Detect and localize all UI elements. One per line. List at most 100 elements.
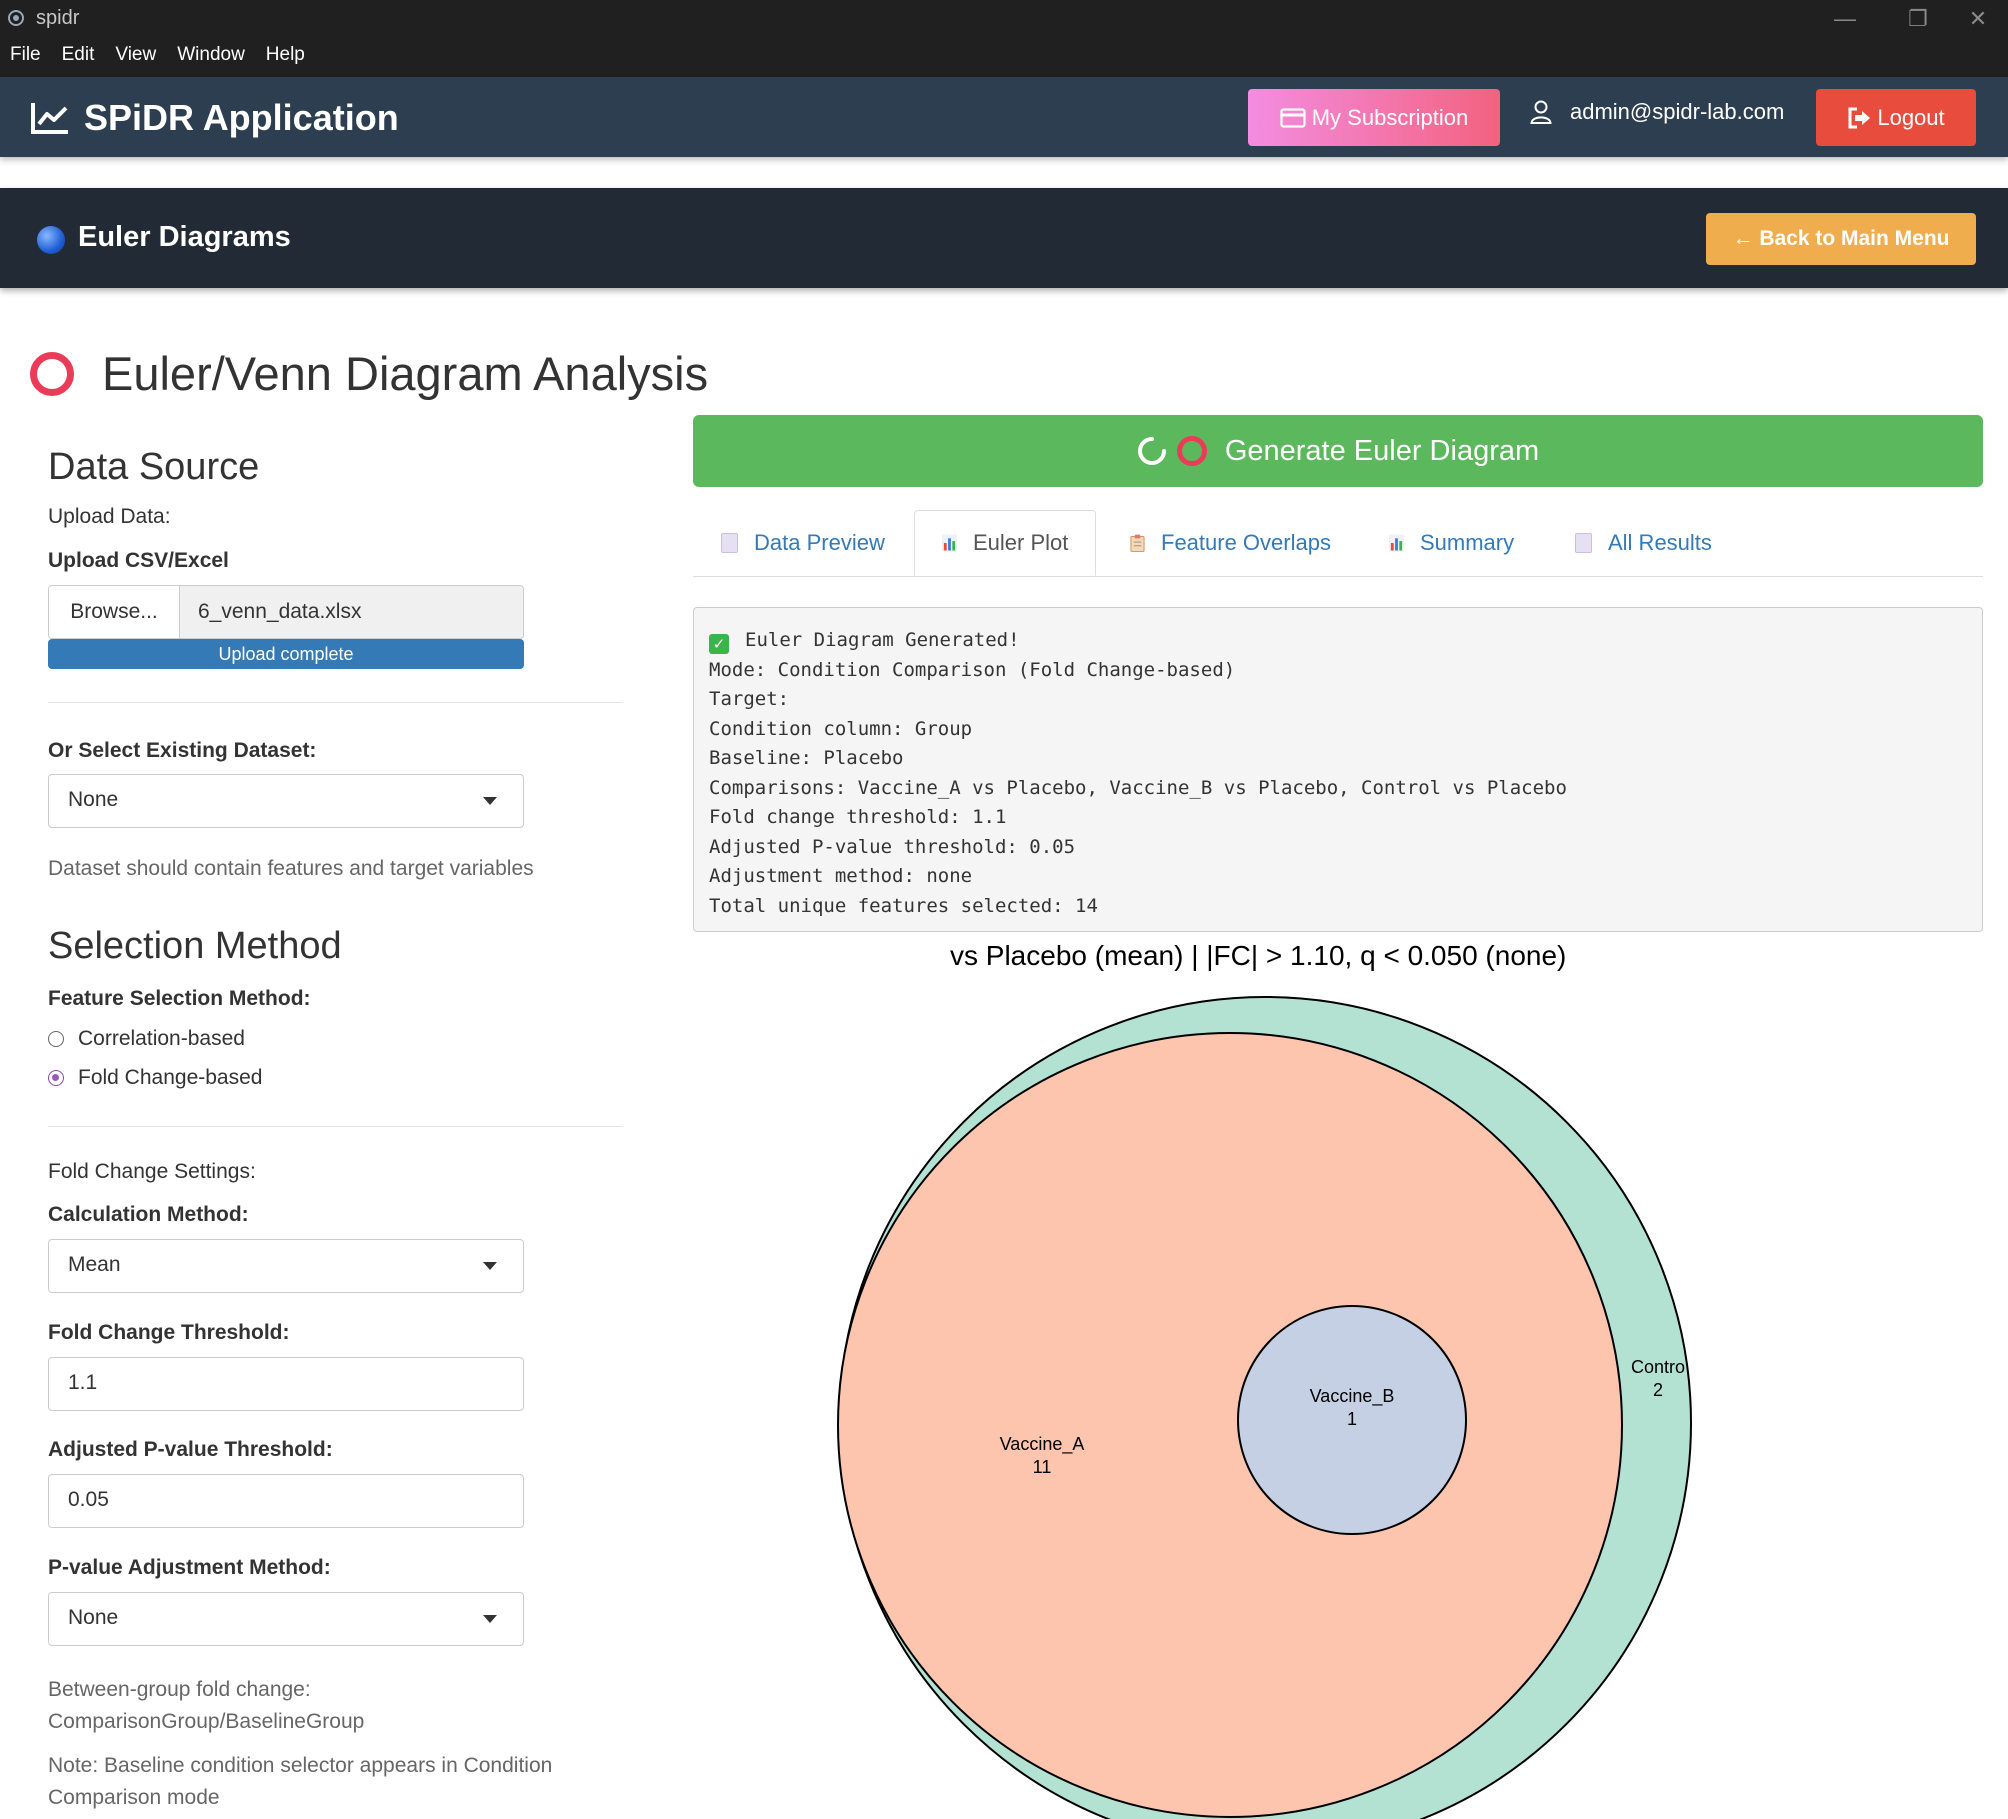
generate-euler-diagram-label: Generate Euler Diagram xyxy=(1224,434,1540,467)
fold-change-help-text: Between-group fold change: ComparisonGro… xyxy=(48,1674,364,1738)
radio-unchecked-icon xyxy=(48,1031,64,1047)
fold-change-help-line1: Between-group fold change: xyxy=(48,1678,311,1701)
euler-set-vaccine-a xyxy=(837,1032,1623,1818)
fold-change-help-line2: ComparisonGroup/BaselineGroup xyxy=(48,1710,365,1733)
bar-chart-icon xyxy=(1389,534,1404,552)
tab-feature-overlaps-label: Feature Overlaps xyxy=(1161,530,1331,555)
upload-progress-fill: Upload complete xyxy=(48,639,524,669)
feature-selection-label: Feature Selection Method: xyxy=(48,987,311,1010)
radio-correlation-based[interactable]: Correlation-based xyxy=(48,1027,245,1051)
fold-change-threshold-label: Fold Change Threshold: xyxy=(48,1321,290,1344)
existing-dataset-label: Or Select Existing Dataset: xyxy=(48,739,317,762)
euler-set-vaccine-b xyxy=(1237,1305,1467,1535)
hollow-red-circle-icon xyxy=(1176,436,1207,466)
restore-icon[interactable]: ❐ xyxy=(1908,6,1928,31)
menu-help[interactable]: Help xyxy=(265,44,305,65)
euler-plot-title: vs Placebo (mean) | |FC| > 1.10, q < 0.0… xyxy=(950,940,1567,971)
radio-fold-change-based[interactable]: Fold Change-based xyxy=(48,1066,262,1090)
menu-file[interactable]: File xyxy=(10,44,41,65)
hollow-red-circle-icon xyxy=(30,351,74,396)
blue-circle-icon xyxy=(37,226,65,254)
baseline-note-line2: Comparison mode xyxy=(48,1786,220,1809)
label-vaccine-b: Vaccine_B xyxy=(1310,1386,1395,1407)
calculation-method-select[interactable]: Mean xyxy=(48,1239,524,1293)
upload-progress-bar: Upload complete xyxy=(48,639,524,669)
fold-change-settings-label: Fold Change Settings: xyxy=(48,1160,256,1183)
tab-euler-plot[interactable]: Euler Plot xyxy=(914,510,1097,576)
fold-change-threshold-value: 1.1 xyxy=(68,1371,98,1394)
minimize-icon[interactable]: — xyxy=(1834,6,1856,31)
menu-view[interactable]: View xyxy=(115,44,157,65)
top-navbar: SPiDR Application My Subscription admin@… xyxy=(0,77,2008,157)
label-vaccine-a: Vaccine_A xyxy=(1000,1434,1085,1455)
brand-title: SPiDR Application xyxy=(84,97,399,138)
bar-chart-icon xyxy=(942,534,957,552)
upload-data-label: Upload Data: xyxy=(48,505,171,528)
window-titlebar: spidr — ❐ ✕ File Edit View Window Help xyxy=(0,0,2008,77)
my-subscription-label: My Subscription xyxy=(1311,104,1469,130)
divider xyxy=(48,702,623,703)
tab-all-results-label: All Results xyxy=(1608,530,1712,555)
user-icon xyxy=(1530,100,1552,124)
tab-all-results[interactable]: All Results xyxy=(1575,510,1712,576)
pvalue-adjustment-label: P-value Adjustment Method: xyxy=(48,1556,331,1579)
app-logo-icon xyxy=(8,10,24,26)
euler-diagram: Vaccine_A 11 Vaccine_B 1 Contro 2 xyxy=(837,996,1692,1819)
sign-out-icon xyxy=(1848,107,1871,128)
radio-checked-icon xyxy=(48,1070,64,1086)
spinner-icon xyxy=(1137,437,1166,465)
analysis-output: ✓ Euler Diagram Generated! Mode: Conditio… xyxy=(693,607,1983,932)
radio-correlation-label: Correlation-based xyxy=(78,1027,245,1050)
chevron-down-icon xyxy=(483,1615,497,1623)
brand[interactable]: SPiDR Application xyxy=(30,97,399,139)
my-subscription-button[interactable]: My Subscription xyxy=(1248,89,1500,146)
output-line-0-text: Euler Diagram Generated! xyxy=(745,629,1020,651)
pvalue-threshold-value: 0.05 xyxy=(68,1488,109,1511)
credit-card-icon xyxy=(1280,107,1306,128)
app-name: spidr xyxy=(36,7,80,29)
page-icon xyxy=(721,533,738,553)
count-control: 2 xyxy=(1653,1380,1663,1400)
output-line-5: Comparisons: Vaccine_A vs Placebo, Vacci… xyxy=(709,776,1567,799)
output-line-1: Mode: Condition Comparison (Fold Change-… xyxy=(709,658,1236,681)
tab-summary[interactable]: Summary xyxy=(1389,510,1514,576)
existing-dataset-value: None xyxy=(68,788,119,811)
module-title: Euler Diagrams xyxy=(78,221,291,253)
output-line-3: Condition column: Group xyxy=(709,717,973,740)
user-email: admin@spidr-lab.com xyxy=(1570,99,1785,124)
tab-data-preview[interactable]: Data Preview xyxy=(721,510,885,576)
menu-window[interactable]: Window xyxy=(177,44,245,65)
tab-data-preview-label: Data Preview xyxy=(754,530,885,555)
close-icon[interactable]: ✕ xyxy=(1968,6,1988,31)
divider xyxy=(48,1126,623,1127)
file-upload-control: Browse... 6_venn_data.xlsx xyxy=(48,585,524,639)
tab-feature-overlaps[interactable]: Feature Overlaps xyxy=(1130,510,1331,576)
pvalue-adjustment-value: None xyxy=(68,1606,119,1629)
selection-method-heading: Selection Method xyxy=(48,925,342,967)
output-line-8: Adjustment method: none xyxy=(709,865,973,887)
baseline-note-text: Note: Baseline condition selector appear… xyxy=(48,1750,552,1814)
clipboard-icon xyxy=(1130,534,1145,552)
dataset-help-text: Dataset should contain features and targ… xyxy=(48,857,534,880)
chevron-down-icon xyxy=(483,797,497,805)
baseline-note-line1: Note: Baseline condition selector appear… xyxy=(48,1754,553,1777)
pvalue-adjustment-select[interactable]: None xyxy=(48,1592,524,1646)
logout-button[interactable]: Logout xyxy=(1816,89,1976,146)
page-icon xyxy=(1575,533,1592,553)
browse-button[interactable]: Browse... xyxy=(49,586,180,638)
output-line-0: ✓ Euler Diagram Generated! xyxy=(709,626,1967,656)
page-title-text: Euler/Venn Diagram Analysis xyxy=(102,347,709,400)
pvalue-threshold-input[interactable]: 0.05 xyxy=(48,1474,524,1528)
data-source-heading: Data Source xyxy=(48,446,260,488)
menu-edit[interactable]: Edit xyxy=(61,44,95,65)
back-to-main-menu-button[interactable]: ← Back to Main Menu xyxy=(1706,213,1976,265)
calculation-method-label: Calculation Method: xyxy=(48,1203,249,1226)
label-control: Contro xyxy=(1631,1357,1685,1377)
module-header: Euler Diagrams ← Back to Main Menu xyxy=(0,188,2008,288)
page-title: Euler/Venn Diagram Analysis xyxy=(30,346,708,401)
fold-change-threshold-input[interactable]: 1.1 xyxy=(48,1357,524,1411)
generate-euler-diagram-button[interactable]: Generate Euler Diagram xyxy=(693,415,1983,487)
existing-dataset-select[interactable]: None xyxy=(48,774,524,828)
user-menu[interactable]: admin@spidr-lab.com xyxy=(1530,99,1784,125)
pvalue-threshold-label: Adjusted P-value Threshold: xyxy=(48,1438,333,1461)
